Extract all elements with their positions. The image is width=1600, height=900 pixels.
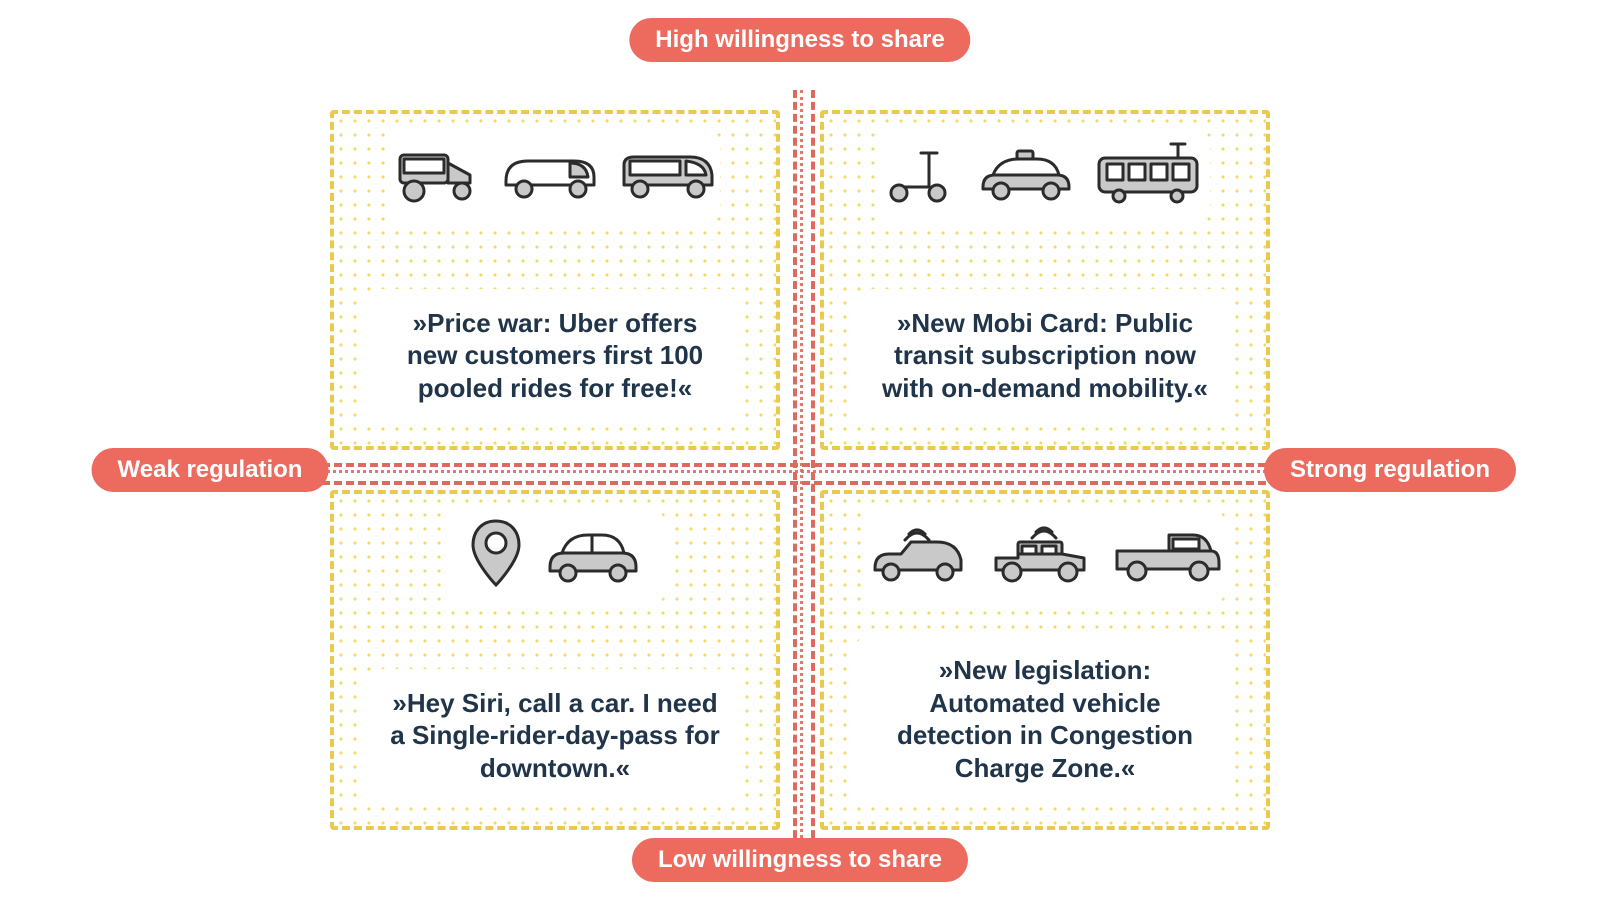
jeep-wifi-icon <box>988 520 1093 595</box>
quadrant-top-right: »New Mobi Card: Public transit subscript… <box>820 110 1270 450</box>
quadrant-top-left-quote: »Price war: Uber offers new customers fi… <box>365 289 745 423</box>
quadrant-bottom-right-quote: »New legislation: Automated vehicle dete… <box>855 636 1235 802</box>
axis-vertical-line <box>793 90 815 850</box>
quadrant-bottom-left: »Hey Siri, call a car. I need a Single-r… <box>330 490 780 830</box>
quadrant-bottom-left-icons <box>445 512 665 602</box>
rickshaw-icon <box>392 145 482 210</box>
quadrant-top-right-quote: »New Mobi Card: Public transit subscript… <box>855 289 1235 423</box>
quadrant-bottom-right-icons <box>865 512 1225 602</box>
car-icon <box>542 525 642 590</box>
quadrant-top-left: »Price war: Uber offers new customers fi… <box>330 110 780 450</box>
quadrant-bottom-right: »New legislation: Automated vehicle dete… <box>820 490 1270 830</box>
minibus-icon <box>618 147 718 207</box>
pickup-icon <box>1111 525 1226 590</box>
map-pin-icon <box>469 517 524 597</box>
axis-label-bottom: Low willingness to share <box>632 838 968 882</box>
axis-label-left: Weak regulation <box>92 448 329 492</box>
quadrant-top-right-icons <box>880 132 1210 222</box>
axis-label-right: Strong regulation <box>1264 448 1516 492</box>
quadrant-bottom-left-quote: »Hey Siri, call a car. I need a Single-r… <box>365 669 745 803</box>
taxi-icon <box>975 147 1075 207</box>
scooter-icon <box>887 145 957 210</box>
axis-label-top: High willingness to share <box>629 18 970 62</box>
hatchback-wifi-icon <box>865 520 970 595</box>
van-icon <box>500 147 600 207</box>
quadrant-top-left-icons <box>390 132 720 222</box>
tram-icon <box>1093 142 1203 212</box>
